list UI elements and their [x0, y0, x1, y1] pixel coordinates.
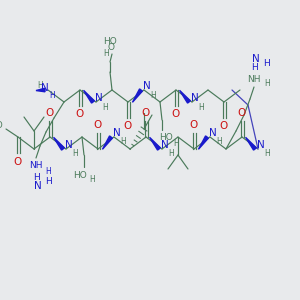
Text: NH: NH	[247, 74, 261, 83]
Text: N: N	[252, 54, 260, 64]
Text: H: H	[37, 80, 43, 89]
Text: H: H	[49, 91, 55, 100]
Text: H: H	[72, 149, 78, 158]
Text: H: H	[168, 149, 174, 158]
Text: H: H	[264, 79, 270, 88]
Polygon shape	[54, 137, 64, 150]
Text: H: H	[250, 62, 257, 71]
Text: O: O	[76, 109, 84, 119]
Text: HO: HO	[0, 121, 3, 130]
Text: H: H	[262, 59, 269, 68]
Text: H: H	[150, 91, 156, 100]
Text: O: O	[107, 44, 115, 52]
Text: N: N	[143, 81, 151, 91]
Text: HO: HO	[159, 134, 173, 142]
Text: O: O	[46, 108, 54, 118]
Text: N: N	[161, 140, 169, 150]
Polygon shape	[198, 136, 208, 149]
Text: O: O	[238, 108, 246, 118]
Polygon shape	[246, 137, 256, 150]
Polygon shape	[36, 88, 45, 92]
Text: HO: HO	[103, 38, 117, 46]
Text: H: H	[102, 103, 108, 112]
Text: O: O	[172, 109, 180, 119]
Text: N: N	[113, 128, 121, 138]
Polygon shape	[150, 137, 160, 150]
Text: H: H	[33, 173, 39, 182]
Text: N: N	[257, 140, 265, 150]
Text: N: N	[34, 181, 42, 191]
Text: H: H	[198, 103, 204, 112]
Text: H: H	[264, 149, 270, 158]
Text: H: H	[120, 137, 126, 146]
Polygon shape	[84, 90, 94, 103]
Text: O: O	[124, 121, 132, 131]
Text: N: N	[41, 83, 49, 93]
Text: H: H	[89, 176, 95, 184]
Text: O: O	[142, 108, 150, 118]
Text: O: O	[190, 120, 198, 130]
Text: O: O	[14, 157, 22, 167]
Text: NH: NH	[29, 161, 43, 170]
Text: O: O	[94, 120, 102, 130]
Text: N: N	[209, 128, 217, 138]
Text: H: H	[216, 137, 222, 146]
Text: H: H	[45, 167, 51, 176]
Text: H: H	[45, 176, 51, 185]
Text: H: H	[173, 140, 179, 148]
Text: N: N	[191, 93, 199, 103]
Text: H: H	[103, 50, 109, 58]
Text: N: N	[65, 140, 73, 150]
Polygon shape	[102, 136, 112, 149]
Text: O: O	[220, 121, 228, 131]
Polygon shape	[132, 89, 142, 102]
Polygon shape	[180, 90, 190, 103]
Text: N: N	[95, 93, 103, 103]
Text: HO: HO	[73, 170, 87, 179]
